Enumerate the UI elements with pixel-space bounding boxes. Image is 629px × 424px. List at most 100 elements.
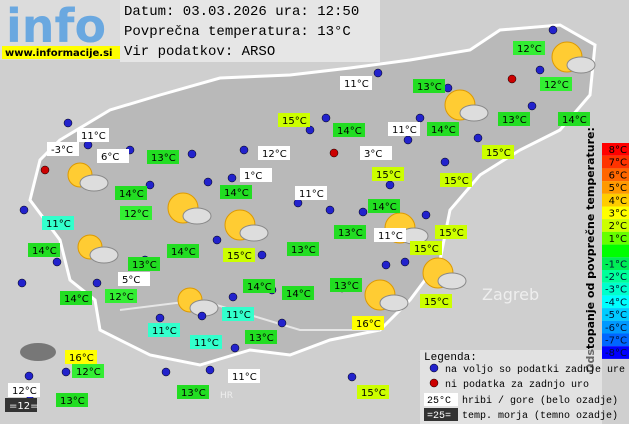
label-box <box>413 79 445 93</box>
label-box <box>42 216 74 230</box>
scale-swatch <box>602 270 629 283</box>
station-dot <box>347 372 357 382</box>
station-dot <box>385 180 395 190</box>
station-dot <box>197 311 207 321</box>
station-temp: 12°C <box>12 386 37 397</box>
station-dot <box>325 205 335 215</box>
legend-sea-sample: =25= <box>427 411 451 422</box>
label-box <box>77 128 109 142</box>
label-box <box>388 122 420 136</box>
label-box <box>56 393 88 407</box>
scale-swatch <box>602 168 629 182</box>
legend-available: na voljo so podatki zadnje ure <box>445 364 625 376</box>
scale-swatch <box>602 181 629 194</box>
scale-label: 4°C <box>609 196 627 207</box>
scale-swatch <box>602 295 629 309</box>
station-dot <box>205 365 215 375</box>
scale-swatch <box>602 244 629 258</box>
label-box <box>115 186 147 200</box>
label-box <box>340 76 372 90</box>
cloud <box>437 272 467 290</box>
station-temp: 13°C <box>334 281 359 292</box>
logo: info <box>6 0 106 53</box>
cloud <box>459 104 489 122</box>
legend-title: Legenda: <box>424 352 477 364</box>
station-temp: 11°C <box>46 219 71 230</box>
label-box <box>177 385 209 399</box>
label-box <box>240 168 272 182</box>
label-box <box>558 112 590 126</box>
label-box <box>357 385 389 399</box>
label-box <box>368 199 400 213</box>
legend-mountain-sample: 25°C <box>427 395 451 407</box>
scale-label: -8°C <box>605 348 627 359</box>
label-box <box>287 242 319 256</box>
station-temp: 15°C <box>424 297 449 308</box>
label-box <box>28 243 60 257</box>
station-temp: 14°C <box>562 115 587 126</box>
scale-swatch <box>602 333 629 347</box>
station-temp: 15°C <box>282 116 307 127</box>
scale-label: 3°C <box>609 209 627 220</box>
scale-swatch <box>602 155 629 169</box>
label-box <box>245 330 277 344</box>
scale-swatch <box>602 320 629 334</box>
station-temp: 11°C <box>299 189 324 200</box>
label-box <box>360 146 392 160</box>
label-box <box>167 244 199 258</box>
station-dot <box>145 180 155 190</box>
scale-label: -1°C <box>605 259 627 270</box>
scale-label: -2°C <box>605 272 627 283</box>
station-temp: 11°C <box>226 310 251 321</box>
station-temp: 16°C <box>356 319 381 330</box>
weather-icons <box>20 41 596 361</box>
cloud <box>379 294 409 312</box>
station-temp: 15°C <box>376 170 401 181</box>
label-box <box>47 142 79 156</box>
station-dot <box>358 207 368 217</box>
label-box <box>220 185 252 199</box>
label-box <box>120 206 152 220</box>
station-dot <box>415 113 425 123</box>
scale-title: Odstopanje od povprečne temperature: <box>584 127 597 373</box>
station-temp: 11°C <box>81 131 106 142</box>
station-temp: 11°C <box>194 338 219 349</box>
label-box <box>440 173 472 187</box>
station-dot <box>239 145 249 155</box>
site: www.informacije.si <box>5 48 113 59</box>
legend: Legenda: na voljo so podatki zadnje ure … <box>420 350 625 424</box>
label-box <box>333 123 365 137</box>
label-box <box>513 41 545 55</box>
station-temp: 1°C <box>244 171 262 182</box>
scale-swatch <box>602 231 629 245</box>
station-dot <box>161 367 171 377</box>
station-temp: 14°C <box>337 126 362 137</box>
station-dot <box>443 83 453 93</box>
cloud <box>182 207 212 225</box>
station-dot-missing <box>329 148 339 158</box>
country-label: HR <box>220 391 233 401</box>
station-dot <box>257 250 267 260</box>
station-temp: 14°C <box>431 125 456 136</box>
station-dot <box>24 371 34 381</box>
station-dot <box>19 205 29 215</box>
station-temp: 11°C <box>152 326 177 337</box>
station-dot <box>155 313 165 323</box>
station-temp: 13°C <box>151 153 176 164</box>
scale-swatch <box>602 282 629 296</box>
station-temp: 13°C <box>417 82 442 93</box>
station-temp: -3°C <box>51 145 73 156</box>
station-temp: 11°C <box>378 231 403 242</box>
label-box <box>97 149 129 163</box>
label-box <box>72 364 104 378</box>
scale-label: -7°C <box>605 336 627 347</box>
station-temp: 15°C <box>361 388 386 399</box>
station-temp: 13°C <box>181 388 206 399</box>
station-dot <box>381 260 391 270</box>
label-box <box>427 122 459 136</box>
legend-mountain: hribi / gore (belo ozadje) <box>462 395 618 407</box>
label-box <box>147 150 179 164</box>
station-dot <box>277 318 287 328</box>
station-temp: 13°C <box>502 115 527 126</box>
